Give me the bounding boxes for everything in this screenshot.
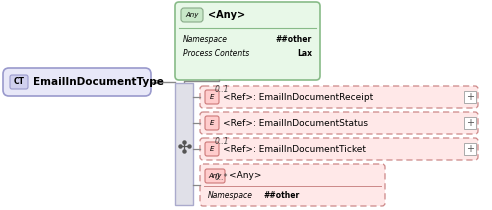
Bar [175,83,193,205]
Text: ##other: ##other [263,191,299,200]
Bar [464,91,476,103]
Text: E: E [210,120,214,126]
FancyBboxPatch shape [10,75,28,89]
Text: 0..1: 0..1 [215,84,229,93]
Text: Lax: Lax [297,49,312,58]
Text: Any: Any [185,12,199,18]
Text: +: + [466,144,474,154]
Bar [464,143,476,155]
FancyBboxPatch shape [175,2,320,80]
Text: E: E [210,146,214,152]
Text: Namespace: Namespace [208,191,253,200]
Text: +: + [466,92,474,102]
FancyBboxPatch shape [200,86,478,108]
Text: : EmailInDocumentTicket: : EmailInDocumentTicket [253,144,366,154]
Text: 0..1: 0..1 [215,136,229,146]
Bar [464,117,476,129]
Text: : EmailInDocumentReceipt: : EmailInDocumentReceipt [253,92,373,101]
Text: Process Contents: Process Contents [183,49,249,58]
FancyBboxPatch shape [200,138,478,160]
FancyBboxPatch shape [200,164,385,206]
Text: EmailInDocumentType: EmailInDocumentType [33,77,164,87]
Text: ##other: ##other [276,35,312,45]
FancyBboxPatch shape [205,116,219,130]
FancyBboxPatch shape [3,68,151,96]
FancyBboxPatch shape [205,169,225,183]
FancyBboxPatch shape [205,90,219,104]
Text: <Ref>: <Ref> [223,92,253,101]
Text: <Any>: <Any> [208,10,245,20]
Text: 0..*: 0..* [215,172,228,181]
Text: E: E [210,94,214,100]
Text: CT: CT [13,77,25,87]
FancyBboxPatch shape [181,8,203,22]
Text: Namespace: Namespace [183,35,228,45]
Text: : EmailInDocumentStatus: : EmailInDocumentStatus [253,118,368,127]
FancyBboxPatch shape [205,142,219,156]
Text: <Ref>: <Ref> [223,144,253,154]
Text: <Any>: <Any> [229,172,262,181]
FancyBboxPatch shape [200,112,478,134]
Text: <Ref>: <Ref> [223,118,253,127]
Text: Any: Any [208,173,222,179]
Text: +: + [466,118,474,128]
